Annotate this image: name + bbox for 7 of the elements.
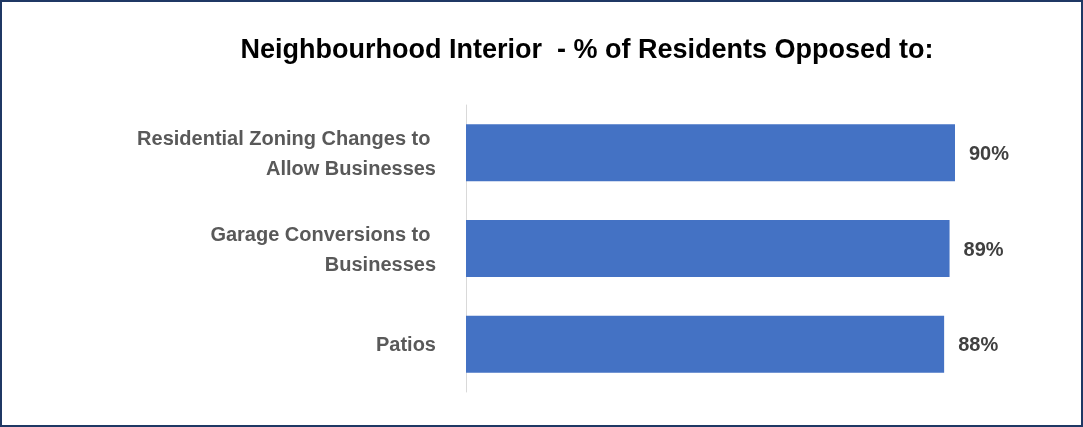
y-tick-label: Garage Conversions to Businesses [210,222,436,275]
chart-title: Neighbourhood Interior - % of Residents Opposed to: [240,33,934,64]
y-tick-label: Residential Zoning Changes to Allow Businesses [137,126,436,179]
data-label: 88% [958,333,999,356]
y-tick-label: Patios [375,333,436,356]
data-label: 89% [963,237,1004,260]
data-label: 90% [969,141,1010,164]
